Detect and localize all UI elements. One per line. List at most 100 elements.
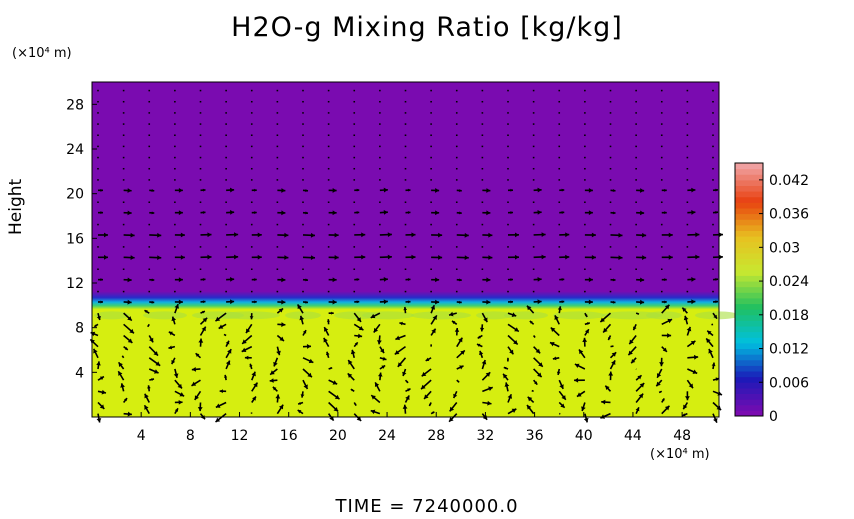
colorbar-cell xyxy=(735,230,763,237)
wind-arrow xyxy=(609,290,612,293)
wind-arrow xyxy=(123,334,133,344)
wind-arrow xyxy=(686,123,689,125)
wind-arrow xyxy=(712,210,719,214)
wind-arrow xyxy=(533,346,541,354)
wind-arrow xyxy=(122,123,125,125)
wind-arrow xyxy=(97,401,105,410)
wind-arrow xyxy=(148,223,151,226)
wind-arrow xyxy=(481,371,491,381)
wind-arrow xyxy=(328,390,340,400)
wind-arrow xyxy=(507,112,509,114)
wind-arrow xyxy=(122,246,125,248)
wind-arrow xyxy=(353,89,356,92)
wind-arrow xyxy=(712,300,719,304)
wind-arrow xyxy=(608,371,614,381)
wind-arrow xyxy=(661,333,672,338)
wind-arrow xyxy=(481,223,484,226)
wind-arrow xyxy=(635,407,640,414)
colorbar-cell xyxy=(735,168,763,175)
wind-arrow xyxy=(174,379,183,389)
wind-arrow xyxy=(225,223,227,226)
wind-arrow xyxy=(149,211,155,215)
plot-frame xyxy=(91,81,720,418)
wind-arrow xyxy=(455,201,458,203)
wind-arrow xyxy=(507,246,509,248)
wind-arrow xyxy=(687,277,696,282)
wind-arrow xyxy=(250,246,253,248)
wind-arrow xyxy=(531,389,534,393)
wind-arrow xyxy=(507,312,517,317)
wind-arrow xyxy=(148,167,151,170)
colorbar-tick-label: 0.024 xyxy=(769,274,809,290)
wind-arrow xyxy=(174,187,183,193)
colorbar-cell xyxy=(735,342,763,350)
wind-arrow xyxy=(353,167,356,170)
colorbar-cell xyxy=(735,303,763,310)
wind-arrow xyxy=(327,156,330,159)
wind-arrow xyxy=(241,345,253,353)
wind-arrow xyxy=(199,317,208,325)
wind-arrow xyxy=(250,112,253,114)
wind-arrow xyxy=(609,246,612,248)
wind-arrow xyxy=(712,312,718,320)
wind-arrow xyxy=(658,390,663,394)
wind-arrow xyxy=(584,167,586,170)
wind-arrow xyxy=(507,323,520,333)
colorbar-cell xyxy=(735,348,763,355)
wind-arrow xyxy=(660,290,663,293)
wind-arrow xyxy=(174,232,185,238)
wind-arrow xyxy=(148,268,151,270)
wind-arrow xyxy=(660,156,663,159)
wind-arrow xyxy=(609,100,612,103)
wind-arrow xyxy=(97,123,99,125)
wind-arrow xyxy=(198,338,204,347)
wind-arrow xyxy=(430,201,432,203)
wind-arrow xyxy=(98,300,103,304)
wind-arrow xyxy=(174,156,176,159)
wind-arrow xyxy=(215,312,227,322)
wind-arrow xyxy=(250,290,253,293)
wind-arrow xyxy=(97,167,99,170)
wind-arrow xyxy=(174,407,179,415)
wind-arrow xyxy=(379,187,388,193)
wind-arrow xyxy=(686,100,689,103)
wind-arrow xyxy=(123,188,132,193)
wind-arrow xyxy=(276,100,279,103)
wind-arrow xyxy=(405,254,416,260)
wind-arrow xyxy=(122,89,125,92)
wind-arrow xyxy=(482,188,491,193)
wind-arrow xyxy=(686,89,689,92)
moisture-patch xyxy=(504,311,548,320)
wind-arrow xyxy=(249,313,254,320)
wind-arrow xyxy=(420,379,432,390)
wind-arrow xyxy=(660,268,663,270)
wind-arrow xyxy=(302,278,309,282)
moisture-patch xyxy=(285,311,321,320)
wind-arrow xyxy=(353,268,356,270)
wind-arrow xyxy=(297,409,304,415)
wind-arrow xyxy=(687,354,699,360)
colorbar-cell xyxy=(735,309,763,316)
wind-arrow xyxy=(660,134,663,136)
wind-arrow xyxy=(559,277,565,281)
wind-arrow xyxy=(532,100,535,103)
wind-arrow xyxy=(347,372,355,381)
wind-arrow xyxy=(712,123,714,125)
wind-arrow xyxy=(302,145,304,148)
wind-arrow xyxy=(276,246,279,248)
wind-arrow xyxy=(148,112,151,114)
wind-arrow xyxy=(327,123,330,125)
wind-arrow xyxy=(628,334,637,345)
wind-arrow xyxy=(609,360,616,370)
wind-arrow xyxy=(405,300,411,304)
wind-arrow xyxy=(476,343,483,348)
wind-arrow xyxy=(584,145,586,148)
wind-arrow xyxy=(168,331,176,337)
wind-arrow xyxy=(200,188,206,192)
wind-arrow xyxy=(686,268,689,270)
wind-arrow xyxy=(276,268,279,270)
wind-arrow xyxy=(327,179,330,181)
wind-arrow xyxy=(199,290,202,293)
wind-arrow xyxy=(325,351,330,359)
